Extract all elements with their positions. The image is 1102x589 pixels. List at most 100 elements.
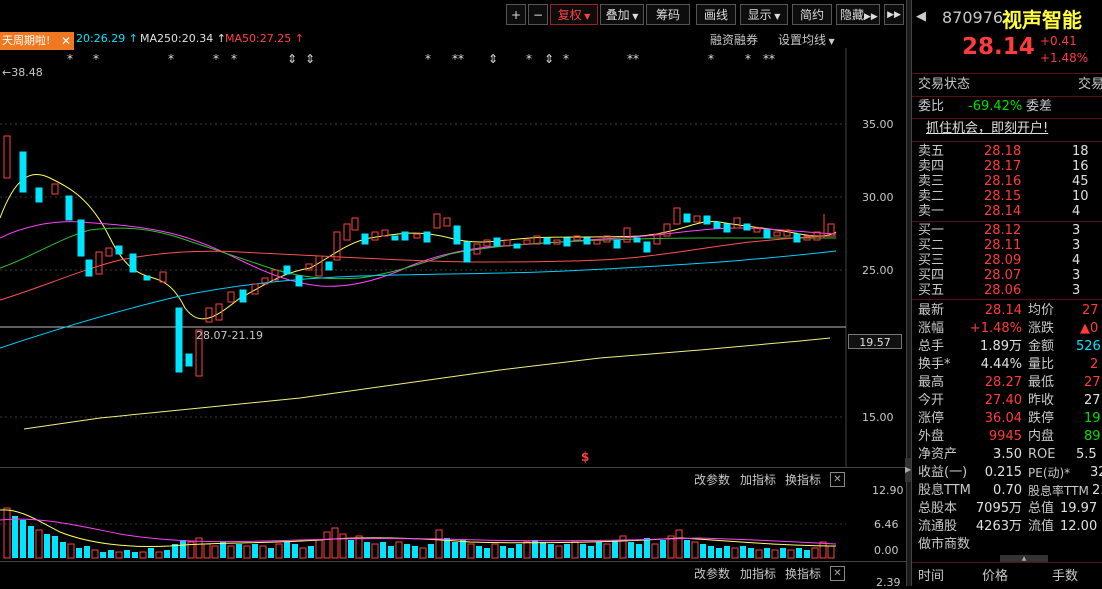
stat-label: 内盘 <box>1028 429 1055 444</box>
weibi-value: -69.42% <box>968 99 1023 114</box>
stat-value: 2 <box>1090 357 1099 372</box>
divider <box>912 141 1102 142</box>
volume-change-params-button[interactable]: 改参数 <box>694 473 731 487</box>
stat-value: 27 <box>1084 375 1101 390</box>
bid-row[interactable]: 买二 28.11 3 <box>918 237 1098 255</box>
fuquan-dropdown[interactable]: 复权 ▼ <box>550 4 598 25</box>
stat-label: 量比 <box>1028 357 1055 372</box>
xianshi-dropdown[interactable]: 显示 ▼ <box>740 4 788 25</box>
diejia-dropdown[interactable]: 叠加 ▼ <box>600 4 644 25</box>
stat-value: ▲0 <box>1080 321 1099 336</box>
price-axis-tick: 25.00 <box>862 264 894 277</box>
open-account-link[interactable]: 抓住机会，即刻开户! <box>926 121 1049 136</box>
dividend-marker[interactable]: $ <box>581 450 590 464</box>
stat-value: 7095万 <box>975 501 1022 516</box>
divider <box>912 73 1102 74</box>
prev-stock-icon[interactable]: ◀ <box>916 9 926 24</box>
ma-legend-a: 20:26.29 ↑ <box>76 32 138 46</box>
trades-tab-volume[interactable]: 手数 <box>1052 569 1079 584</box>
volume-ma-yellow <box>0 509 837 547</box>
ask-volume: 18 <box>1072 144 1089 159</box>
stat-row: 涨幅 +1.48% 涨跌 ▲0 <box>918 320 1098 338</box>
ask-volume: 45 <box>1072 174 1089 189</box>
ask-volume: 10 <box>1072 189 1089 204</box>
zoom-out-button[interactable]: − <box>528 4 548 25</box>
stat-row: 最新 28.14 均价 27 <box>918 302 1099 320</box>
bid-row[interactable]: 买五 28.06 3 <box>918 282 1098 300</box>
svg-text:⇕: ⇕ <box>287 52 297 66</box>
stat-label: 净资产 <box>918 447 958 462</box>
diejia-label: 叠加 <box>605 8 630 22</box>
volume-close-button[interactable]: ✕ <box>830 472 845 487</box>
bid-volume: 3 <box>1072 223 1081 238</box>
divider <box>912 221 1102 222</box>
huaxian-button[interactable]: 画线 <box>696 4 736 25</box>
panel-divider <box>0 467 906 468</box>
ask-row[interactable]: 卖四 28.17 16 <box>918 158 1098 176</box>
trades-tab-price[interactable]: 价格 <box>982 569 1009 584</box>
volume-axis-tick: 0.00 <box>874 544 899 557</box>
divider <box>912 96 1102 97</box>
lower-switch-indicator-button[interactable]: 换指标 <box>785 567 822 581</box>
stat-row: 总股本 7095万 总值 19.97 <box>918 500 1097 518</box>
chevron-up-icon: ▲ <box>1021 555 1027 562</box>
bid-row[interactable]: 买三 28.09 4 <box>918 252 1098 270</box>
double-chevron-right-icon: ▶▶ <box>887 10 901 20</box>
ask-volume: 4 <box>1072 204 1081 219</box>
collapse-sidebar-handle[interactable]: ▶ <box>905 458 911 482</box>
stat-value: 12.00 <box>1060 519 1098 534</box>
ma250-line <box>23 337 831 430</box>
bid-price: 28.12 <box>984 223 1022 238</box>
bid-label: 买四 <box>918 268 945 283</box>
stat-label: 涨幅 <box>918 321 945 336</box>
lower-add-indicator-button[interactable]: 加指标 <box>740 567 777 581</box>
stat-label: 做市商数 <box>918 537 971 552</box>
stat-label: 涨跌 <box>1028 321 1055 336</box>
svg-text:*: * <box>231 52 237 66</box>
ma-settings-dropdown[interactable]: 设置均线 ▼ <box>778 31 835 48</box>
volume-chart[interactable] <box>0 486 846 560</box>
chouma-button[interactable]: 筹码 <box>646 4 690 25</box>
lower-close-button[interactable]: ✕ <box>830 566 845 581</box>
ask-label: 卖三 <box>918 174 945 189</box>
price-axis-tick: 35.00 <box>862 118 894 131</box>
bid-label: 买五 <box>918 283 945 298</box>
bid-row[interactable]: 买一 28.12 3 <box>918 222 1098 240</box>
stat-value: 2.4 <box>1092 483 1102 498</box>
zoom-in-button[interactable]: + <box>506 4 526 25</box>
stat-value: 28.27 <box>984 375 1022 390</box>
close-icon[interactable]: ✕ <box>60 34 71 48</box>
volume-switch-indicator-button[interactable]: 换指标 <box>785 473 822 487</box>
ask-row[interactable]: 卖五 28.18 18 <box>918 143 1098 161</box>
promo-banner[interactable]: 天周期啦! ✕ <box>0 32 74 50</box>
svg-text:*: * <box>708 52 714 66</box>
margin-trading-button[interactable]: 融资融券 <box>710 33 759 47</box>
ask-price: 28.17 <box>984 159 1022 174</box>
price-chart[interactable]: * * * * * ⇕ ⇕ * ** ⇕ * ⇕ * ** * * ** <box>0 48 906 468</box>
bid-row[interactable]: 买四 28.07 3 <box>918 267 1098 285</box>
ask-label: 卖四 <box>918 159 945 174</box>
stat-row: 最高 28.27 最低 27 <box>918 374 1101 392</box>
panel-divider <box>0 561 906 562</box>
stock-code: 870976 <box>942 8 1004 27</box>
lower-change-params-button[interactable]: 改参数 <box>694 567 731 581</box>
volume-add-indicator-button[interactable]: 加指标 <box>740 473 777 487</box>
bid-volume: 3 <box>1072 283 1081 298</box>
ask-row[interactable]: 卖二 28.15 10 <box>918 188 1098 206</box>
ma-settings-label: 设置均线 <box>778 33 827 47</box>
trades-tab-time[interactable]: 时间 <box>918 569 945 584</box>
ask-price: 28.14 <box>984 204 1022 219</box>
stat-label: 股息TTM <box>918 483 971 498</box>
ask-row[interactable]: 卖三 28.16 45 <box>918 173 1098 191</box>
stat-value: 32 <box>1090 465 1102 480</box>
stat-value: 0.215 <box>984 465 1022 480</box>
stat-row: 总手 1.89万 金额 526 <box>918 338 1101 356</box>
jianyue-button[interactable]: 简约 <box>792 4 832 25</box>
ask-row[interactable]: 卖一 28.14 4 <box>918 203 1098 221</box>
stat-label: 收益(一) <box>918 465 968 480</box>
sidebar-splitter[interactable] <box>906 0 912 586</box>
expand-trades-handle[interactable]: ▲ <box>1000 555 1048 562</box>
yincang-button[interactable]: 隐藏▶▶ <box>836 4 880 25</box>
sidebar-toggle-button[interactable]: ▶▶ <box>884 4 904 25</box>
chevron-down-icon: ▼ <box>826 37 835 46</box>
